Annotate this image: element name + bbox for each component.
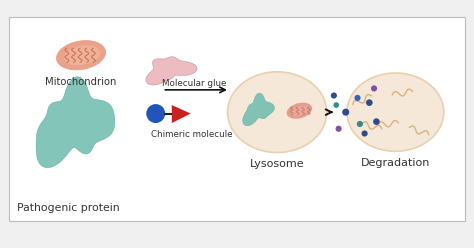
Ellipse shape bbox=[64, 45, 100, 65]
Circle shape bbox=[146, 104, 165, 123]
Circle shape bbox=[357, 121, 363, 127]
Ellipse shape bbox=[287, 103, 312, 119]
Circle shape bbox=[362, 130, 368, 137]
Polygon shape bbox=[36, 77, 115, 168]
Circle shape bbox=[342, 109, 349, 116]
Circle shape bbox=[373, 118, 380, 125]
Text: Mitochondrion: Mitochondrion bbox=[46, 77, 117, 87]
Circle shape bbox=[333, 102, 339, 108]
Ellipse shape bbox=[228, 72, 327, 153]
Polygon shape bbox=[172, 105, 191, 123]
Ellipse shape bbox=[291, 105, 309, 116]
Text: Molecular glue: Molecular glue bbox=[162, 79, 227, 89]
Text: Lysosome: Lysosome bbox=[250, 159, 304, 169]
Circle shape bbox=[336, 126, 342, 132]
Polygon shape bbox=[243, 93, 274, 126]
Text: Chimeric molecule: Chimeric molecule bbox=[151, 130, 232, 139]
Circle shape bbox=[371, 85, 377, 92]
Polygon shape bbox=[146, 57, 197, 85]
Ellipse shape bbox=[56, 41, 106, 70]
Circle shape bbox=[366, 99, 373, 106]
FancyBboxPatch shape bbox=[9, 17, 465, 221]
Ellipse shape bbox=[347, 73, 444, 151]
Text: Pathogenic protein: Pathogenic protein bbox=[17, 203, 120, 213]
Text: Degradation: Degradation bbox=[361, 158, 430, 168]
Circle shape bbox=[355, 95, 361, 101]
Circle shape bbox=[331, 93, 337, 99]
